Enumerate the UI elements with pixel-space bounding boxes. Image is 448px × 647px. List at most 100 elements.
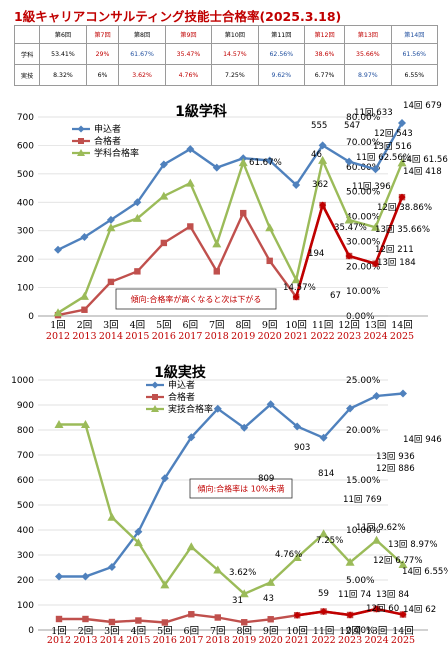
x-tick-label: 13回 — [366, 626, 388, 637]
x-tick-label: 2回 — [77, 320, 93, 331]
legend-label: 合格者 — [94, 135, 121, 147]
y2-tick-label: 80.00% — [346, 113, 381, 123]
legend-marker — [151, 381, 159, 389]
y-tick-label: 100 — [17, 601, 34, 611]
x-tick-label: 3回 — [103, 320, 119, 331]
data-annotation: 35.47% — [334, 223, 367, 233]
year-label: 2016 — [152, 331, 176, 342]
legend-label: 合格者 — [168, 391, 195, 403]
summary-row-label: 実技 — [13, 64, 41, 86]
highlight-point — [345, 252, 353, 260]
data-annotation: 11回 9.62% — [356, 522, 406, 533]
legend-label: 申込者 — [94, 123, 121, 135]
page-title: 1級キャリアコンサルティング技能士合格率(2025.3.18) — [14, 9, 342, 24]
data-annotation: 13回 84 — [376, 589, 409, 600]
summary-cell: 9.62% — [257, 64, 306, 86]
year-label: 2025 — [391, 635, 415, 646]
summary-row-jitsugi: 実技 8.32% 6% 3.62% 4.76% 7.25% 9.62% 6.77% 8.97%… — [13, 64, 439, 86]
x-tick-label: 7回 — [209, 320, 225, 331]
data-point — [187, 433, 196, 442]
data-annotation: 809 — [258, 474, 274, 484]
data-annotation: 555 — [311, 121, 327, 131]
summary-cell: 7.25% — [211, 64, 259, 86]
data-point — [399, 389, 407, 398]
x-tick-label: 1回 — [50, 320, 66, 331]
series-line-2 — [57, 156, 404, 314]
data-point — [319, 529, 329, 538]
data-point — [266, 400, 275, 409]
y2-tick-label: 25.00% — [346, 376, 381, 386]
data-point — [266, 577, 276, 586]
data-annotation: 12回 6.77% — [373, 555, 423, 566]
data-point — [266, 257, 273, 265]
x-tick-label: 6回 — [183, 320, 199, 331]
year-label: 2018 — [205, 331, 229, 342]
data-annotation: 362 — [312, 180, 328, 190]
year-label: 2025 — [390, 331, 414, 342]
x-tick-label: 11回 — [312, 320, 334, 331]
data-annotation: 11回 396 — [352, 181, 391, 192]
data-point — [81, 572, 90, 581]
data-annotation: 67 — [330, 291, 341, 301]
data-point — [160, 474, 169, 483]
data-point — [53, 308, 63, 317]
year-label: 2022 — [311, 331, 335, 342]
y-tick-label: 300 — [17, 227, 34, 237]
legend-label: 申込者 — [168, 379, 195, 391]
data-point — [292, 553, 302, 561]
data-point — [107, 278, 115, 286]
highlight-point — [320, 608, 328, 615]
data-point — [212, 163, 221, 172]
data-point — [106, 215, 115, 224]
y-tick-label: 200 — [17, 255, 34, 265]
y-tick-label: 0 — [28, 626, 34, 636]
x-tick-label: 13回 — [365, 320, 387, 331]
x-tick-label: 3回 — [104, 626, 120, 637]
data-point — [241, 619, 248, 626]
y-tick-label: 100 — [17, 284, 34, 294]
year-label: 2012 — [46, 331, 70, 342]
data-point — [133, 198, 142, 207]
data-annotation: 3.62% — [229, 568, 256, 578]
y2-tick-label: 40.00% — [346, 213, 381, 223]
data-point — [372, 535, 382, 544]
data-annotation: 14回 679 — [403, 100, 442, 111]
year-label: 2022 — [312, 635, 336, 646]
data-annotation: 13回 35.66% — [375, 224, 430, 235]
data-annotation: 11回 74 — [338, 589, 371, 600]
data-point — [291, 275, 301, 284]
year-label: 2019 — [232, 635, 256, 646]
x-tick-label: 14回 — [391, 320, 413, 331]
year-label: 2023 — [337, 331, 361, 342]
data-point — [214, 614, 221, 621]
year-label: 2015 — [126, 635, 150, 646]
year-label: 2016 — [153, 635, 177, 646]
x-tick-label: 6回 — [184, 626, 200, 637]
year-label: 2024 — [364, 635, 388, 646]
data-annotation: 13回 516 — [373, 141, 412, 152]
data-point — [80, 232, 89, 241]
y-tick-label: 800 — [17, 426, 34, 436]
y-tick-label: 1000 — [11, 376, 34, 386]
data-point — [265, 223, 275, 232]
data-point — [344, 215, 354, 224]
data-annotation: 4.76% — [275, 550, 302, 560]
data-point — [293, 422, 302, 431]
x-tick-label: 10回 — [285, 320, 307, 331]
y2-tick-label: 10.00% — [346, 526, 381, 536]
data-point — [292, 180, 301, 189]
legend-marker — [151, 405, 159, 412]
data-point — [267, 616, 274, 623]
data-point — [135, 617, 142, 624]
year-label: 2012 — [47, 635, 71, 646]
data-annotation: 12回 38.86% — [377, 202, 432, 213]
y-tick-label: 700 — [17, 451, 34, 461]
data-point — [240, 423, 249, 432]
data-point — [160, 580, 170, 589]
data-point — [239, 589, 249, 598]
x-tick-label: 8回 — [236, 626, 252, 637]
data-annotation: 547 — [344, 121, 360, 131]
data-annotation: 14回 418 — [403, 166, 442, 177]
data-point — [398, 560, 408, 568]
